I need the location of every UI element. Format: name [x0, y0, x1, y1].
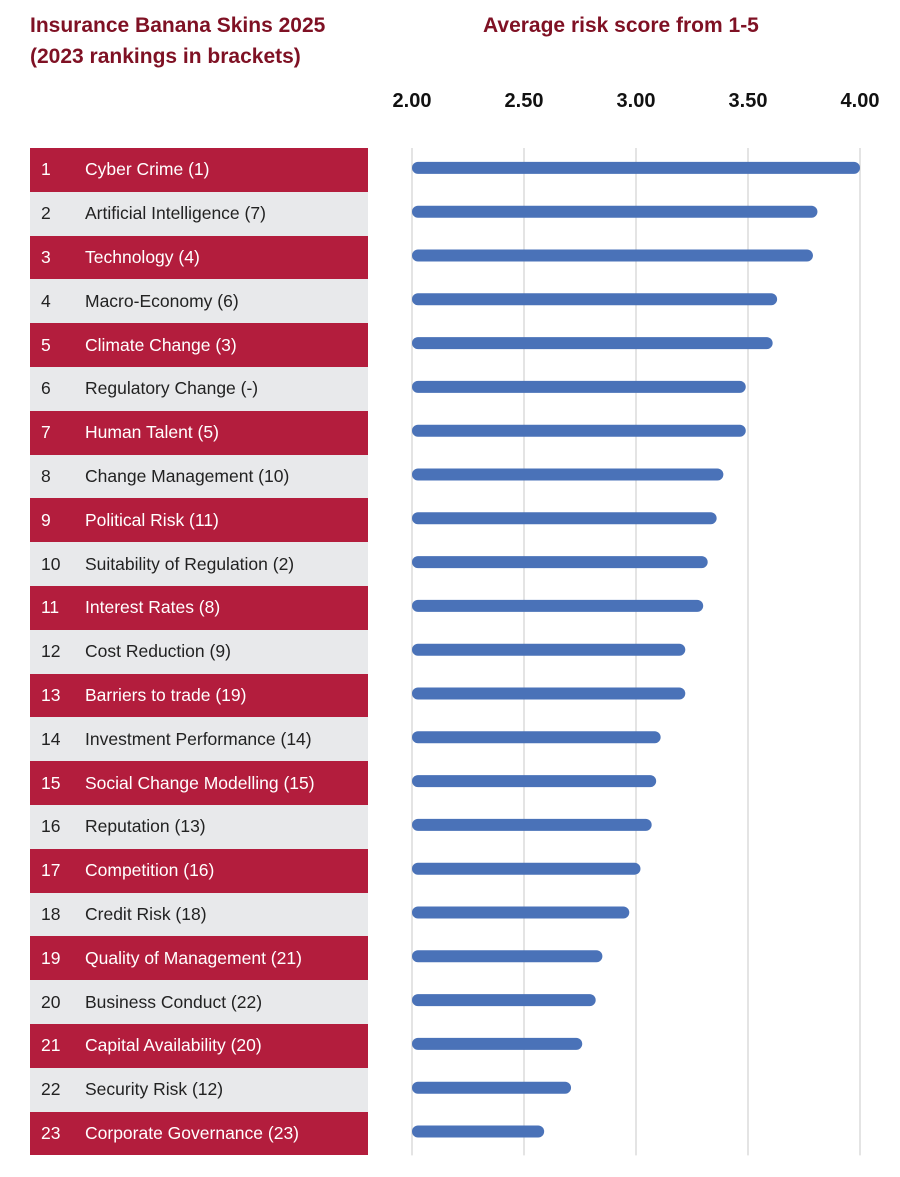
rank-row: 15 Social Change Modelling (15) [30, 761, 368, 805]
chart-title-line-2: (2023 rankings in brackets) [30, 45, 301, 68]
rank-number: 1 [41, 159, 51, 180]
rank-row: 16 Reputation (13) [30, 804, 368, 849]
ranking-table: 1 Cyber Crime (1) 2 Artificial Intelligence… [30, 148, 368, 1156]
rank-row: 20 Business Conduct (22) [30, 980, 368, 1024]
rank-row: 8 Change Management (10) [30, 454, 368, 499]
risk-label: Social Change Modelling (15) [85, 772, 315, 793]
rank-row: 17 Competition (16) [30, 848, 368, 893]
risk-label: Cost Reduction (9) [85, 641, 231, 662]
risk-label: Quality of Management (21) [85, 947, 302, 968]
x-tick-label: 2.50 [504, 90, 544, 112]
rank-row: 5 Climate Change (3) [30, 323, 368, 367]
rank-row: 12 Cost Reduction (9) [30, 629, 368, 674]
risk-label: Credit Risk (18) [85, 903, 207, 924]
risk-label: Regulatory Change (-) [85, 378, 259, 399]
rank-row: 6 Regulatory Change (-) [30, 366, 368, 411]
rank-row: 3 Technology (4) [30, 235, 368, 280]
risk-label: Competition (16) [85, 860, 215, 881]
rank-row: 14 Investment Performance (14) [30, 717, 368, 762]
risk-label: Reputation (13) [85, 816, 206, 837]
rank-number: 13 [41, 684, 61, 705]
rank-number: 15 [41, 772, 61, 793]
rank-row: 22 Security Risk (12) [30, 1067, 368, 1112]
rank-number: 19 [41, 947, 61, 968]
rank-number: 8 [41, 465, 51, 486]
risk-label: Political Risk (11) [85, 509, 219, 530]
rank-row: 9 Political Risk (11) [30, 498, 368, 543]
rank-row: 11 Interest Rates (8) [30, 585, 368, 630]
rank-number: 18 [41, 903, 61, 924]
risk-label: Artificial Intelligence (7) [85, 203, 266, 224]
rank-row: 21 Capital Availability (20) [30, 1023, 368, 1068]
risk-label: Capital Availability (20) [85, 1035, 262, 1056]
risk-label: Cyber Crime (1) [85, 159, 210, 180]
risk-label: Barriers to trade (19) [85, 684, 247, 705]
rank-row: 13 Barriers to trade (19) [30, 673, 368, 718]
rank-number: 17 [41, 860, 61, 881]
risk-label: Corporate Governance (23) [85, 1122, 299, 1143]
rank-number: 16 [41, 816, 61, 837]
rank-row: 10 Suitability of Regulation (2) [30, 542, 368, 586]
rank-number: 5 [41, 334, 51, 355]
risk-label: Human Talent (5) [85, 422, 219, 443]
risk-label: Business Conduct (22) [85, 991, 263, 1012]
rank-number: 23 [41, 1122, 61, 1143]
rank-number: 4 [41, 290, 51, 311]
chart-title-line-1: Insurance Banana Skins 2025 [30, 14, 326, 37]
chart-title: Insurance Banana Skins 2025 (2023 rankin… [30, 10, 325, 72]
risk-label: Climate Change (3) [85, 334, 237, 355]
rank-number: 11 [41, 597, 60, 618]
rank-number: 3 [41, 246, 51, 267]
axis-title: Average risk score from 1-5 [483, 14, 759, 37]
x-tick-label: 3.50 [728, 90, 768, 112]
rank-number: 21 [41, 1035, 61, 1056]
rank-number: 7 [41, 422, 51, 443]
risk-label: Investment Performance (14) [85, 728, 312, 749]
rank-number: 12 [41, 641, 61, 662]
rank-number: 9 [41, 509, 51, 530]
rank-number: 22 [41, 1079, 61, 1100]
risk-label: Interest Rates (8) [85, 597, 221, 618]
rank-row: 1 Cyber Crime (1) [30, 148, 368, 192]
rank-row: 2 Artificial Intelligence (7) [30, 191, 368, 236]
x-tick-label: 4.00 [840, 90, 880, 112]
x-tick-label: 3.00 [616, 90, 656, 112]
rank-number: 2 [41, 203, 51, 224]
rank-row: 7 Human Talent (5) [30, 410, 368, 455]
risk-label: Suitability of Regulation (2) [85, 553, 295, 574]
rank-row: 23 Corporate Governance (23) [30, 1111, 368, 1156]
rank-number: 6 [41, 378, 51, 399]
risk-label: Change Management (10) [85, 465, 290, 486]
x-tick-label: 2.00 [392, 90, 432, 112]
risk-label: Technology (4) [85, 246, 200, 267]
rank-row: 4 Macro-Economy (6) [30, 279, 368, 324]
risk-label: Macro-Economy (6) [85, 290, 239, 311]
rank-row: 19 Quality of Management (21) [30, 936, 368, 981]
risk-label: Security Risk (12) [85, 1079, 224, 1100]
rank-number: 20 [41, 991, 61, 1012]
rank-row: 18 Credit Risk (18) [30, 892, 368, 937]
rank-number: 10 [41, 553, 61, 574]
rank-number: 14 [41, 728, 61, 749]
